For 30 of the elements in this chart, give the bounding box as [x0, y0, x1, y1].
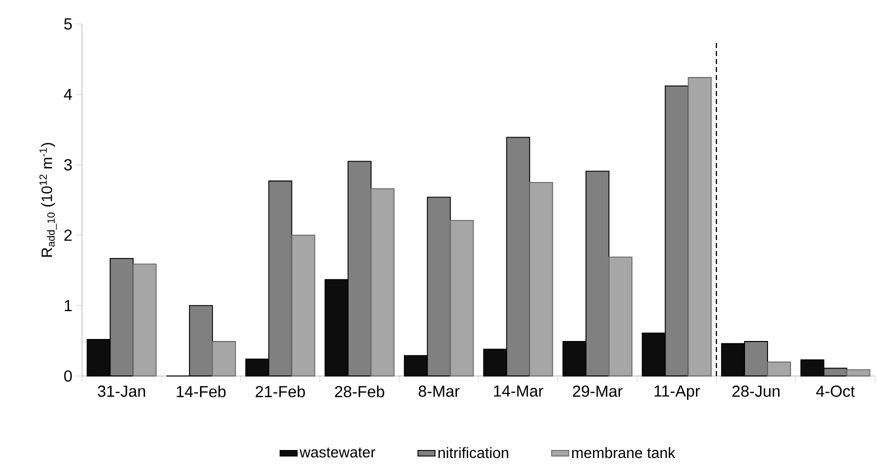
x-tick-label: 4-Oct — [816, 386, 855, 397]
bar — [450, 220, 474, 376]
x-tick-label: 29-Mar — [572, 386, 623, 397]
bar — [846, 369, 870, 376]
bar — [529, 182, 554, 376]
x-tick-label: 14-Mar — [494, 386, 544, 397]
y-tick-label: 4 — [64, 88, 72, 100]
y-tick-label: 1 — [64, 300, 72, 312]
x-tick-label: 21-Feb — [256, 386, 305, 398]
bar — [370, 188, 394, 376]
y-tick-label: 0 — [64, 370, 72, 382]
x-tick-label: 28-Feb — [335, 386, 384, 398]
x-tick-label: 28-Jun — [732, 386, 780, 397]
y-tick-label: 2 — [64, 230, 72, 241]
y-tick-label: 5 — [64, 18, 72, 30]
bar — [132, 264, 157, 376]
x-tick-label: 11-Apr — [654, 386, 700, 400]
x-tick-label: 31-Jan — [98, 386, 146, 397]
legend-label: nitrification — [438, 447, 508, 458]
y-tick-label: 3 — [64, 159, 72, 170]
legend-label: membrane tank — [572, 447, 676, 458]
bar — [767, 361, 792, 376]
x-tick-label: 8-Mar — [418, 386, 460, 397]
y-axis-title: R$_{add_10}$ (10$^{12}$ m$^{-1}$) — [39, 142, 57, 257]
bar — [608, 256, 632, 376]
x-tick-label: 14-Feb — [176, 386, 226, 398]
legend-label: wastewater — [300, 448, 376, 458]
bar — [212, 341, 236, 376]
bar — [688, 77, 712, 376]
bar — [291, 234, 316, 376]
